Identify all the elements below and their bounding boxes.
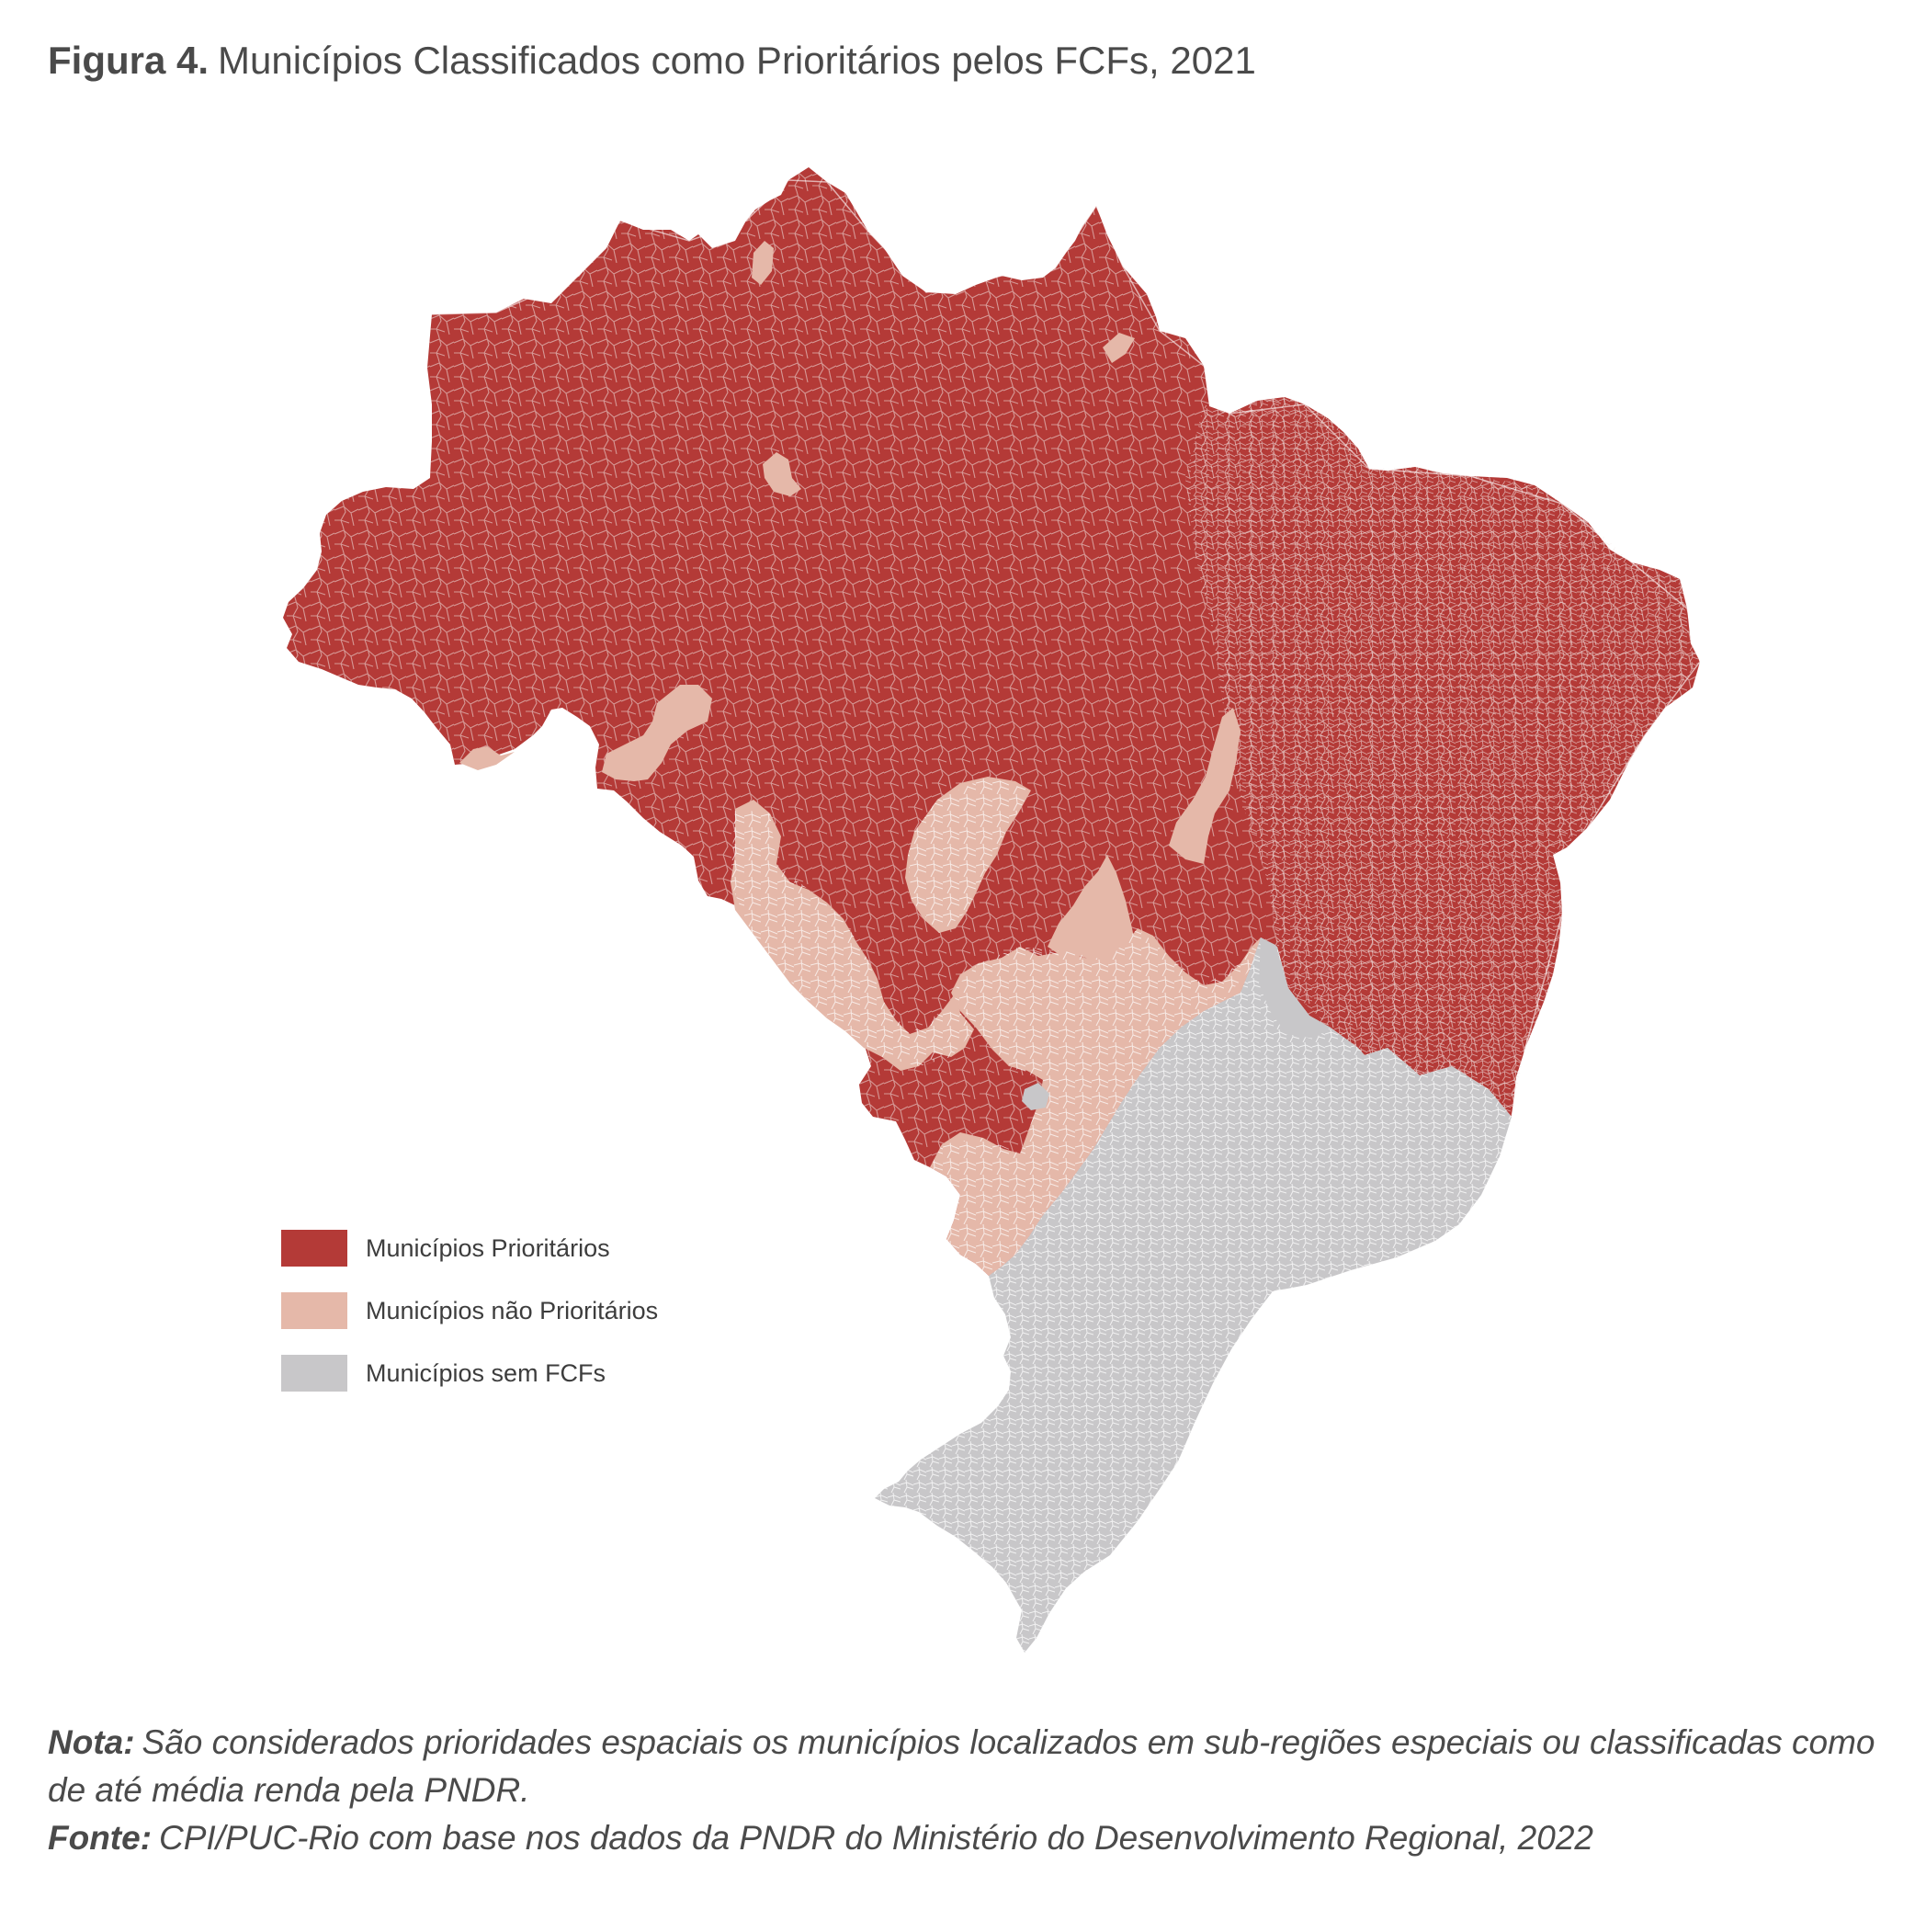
figure-notes: Nota: São considerados prioridades espaci… (48, 1719, 1886, 1862)
figure-label: Figura 4. (48, 39, 210, 82)
figure-title-text: Municípios Classificados como Prioritári… (218, 39, 1256, 82)
fonte-label: Fonte: (48, 1819, 153, 1857)
legend-item-prioritarios: Municípios Prioritários (281, 1230, 833, 1267)
fonte: Fonte: CPI/PUC-Rio com base nos dados da … (48, 1814, 1886, 1862)
nao-prioritario-manaus (763, 452, 801, 496)
legend-label-sem-fcfs: Municípios sem FCFs (366, 1359, 606, 1387)
nao-prioritario-borders (731, 777, 1261, 1276)
nota-label: Nota: (48, 1723, 135, 1761)
nota: Nota: São considerados prioridades espaci… (48, 1719, 1886, 1814)
nao-prioritario-roraima (752, 241, 774, 285)
nota-text: São considerados prioridades espaciais o… (48, 1723, 1875, 1809)
legend-swatch-sem-fcfs (281, 1355, 347, 1392)
nao-prioritario-acre-amazonas (602, 685, 712, 781)
legend-swatch-nao-prioritarios (281, 1292, 347, 1329)
nao-prioritario-acre-west (459, 746, 515, 770)
legend-item-nao-prioritarios: Municípios não Prioritários (281, 1292, 833, 1329)
sem-fcf-df (1022, 1083, 1049, 1110)
map-legend: Municípios Prioritários Municípios não P… (281, 1230, 833, 1417)
legend-label-prioritarios: Municípios Prioritários (366, 1234, 610, 1262)
brazil-map (283, 167, 1701, 1653)
fonte-text: CPI/PUC-Rio com base nos dados da PNDR d… (159, 1819, 1593, 1857)
nao-prioritario-maranhao-tocantins (1169, 708, 1241, 864)
legend-label-nao-prioritarios: Municípios não Prioritários (366, 1297, 659, 1324)
nao-prioritario-amapa (1103, 333, 1135, 363)
legend-swatch-prioritarios (281, 1230, 347, 1267)
legend-item-sem-fcfs: Municípios sem FCFs (281, 1355, 833, 1392)
nao-prioritario-goias-bahia (1048, 855, 1138, 965)
northeast-dense-borders (1185, 397, 1700, 1117)
sem-fcf-minas-north (1259, 938, 1331, 1039)
country-outline (431, 179, 1701, 1118)
figure-title: Figura 4. Municípios Classificados como P… (48, 35, 1256, 86)
